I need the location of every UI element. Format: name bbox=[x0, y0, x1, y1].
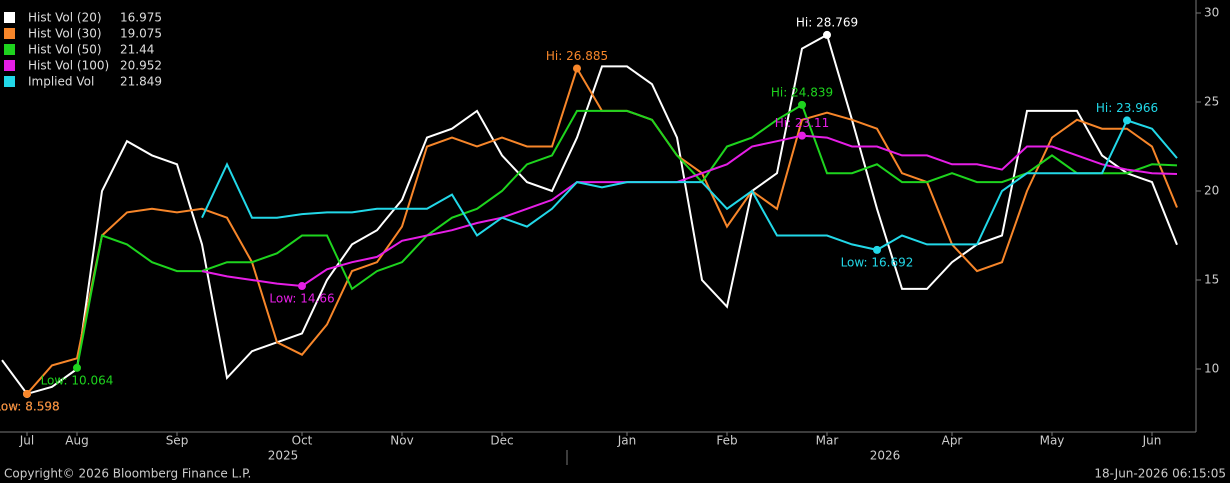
year-label: 2025 bbox=[268, 449, 299, 463]
annotation-high: Hi: 24.839 bbox=[771, 85, 833, 99]
x-tick-label: May bbox=[1040, 434, 1065, 448]
legend-value: 21.849 bbox=[120, 75, 162, 89]
y-tick-label: 25 bbox=[1204, 94, 1219, 108]
legend-swatch bbox=[4, 76, 15, 87]
x-tick-label: Mar bbox=[816, 434, 839, 448]
annotation-low: Low: 16.692 bbox=[841, 255, 914, 269]
legend-value: 16.975 bbox=[120, 11, 162, 25]
legend-label: Implied Vol bbox=[28, 75, 94, 89]
annotation-low: Low: 8.598 bbox=[0, 399, 60, 413]
legend-value: 20.952 bbox=[120, 59, 162, 73]
annotation-high: Hi: 23.11 bbox=[775, 116, 830, 130]
x-tick-label: Aug bbox=[65, 434, 88, 448]
y-tick-label: 20 bbox=[1204, 183, 1219, 197]
extreme-point bbox=[873, 245, 881, 254]
legend-swatch bbox=[4, 28, 15, 39]
y-tick-label: 15 bbox=[1204, 272, 1219, 286]
extreme-point bbox=[823, 30, 831, 39]
annotation-high: Hi: 23.966 bbox=[1096, 101, 1158, 115]
x-tick-label: Dec bbox=[490, 434, 513, 448]
y-tick-label: 30 bbox=[1204, 5, 1219, 19]
timestamp: 18-Jun-2026 06:15:05 bbox=[1094, 467, 1226, 481]
legend-swatch bbox=[4, 44, 15, 55]
extreme-point bbox=[1123, 116, 1131, 125]
series-line bbox=[1, 33, 1178, 396]
legend-swatch bbox=[4, 60, 15, 71]
legend-swatch bbox=[4, 12, 15, 23]
legend: Hist Vol (20) 16.975 Hist Vol (30) 19.075 Hi… bbox=[0, 8, 170, 92]
x-tick-label: Sep bbox=[166, 434, 189, 448]
extreme-point bbox=[573, 64, 581, 73]
copyright: Copyright© 2026 Bloomberg Finance L.P. bbox=[4, 467, 251, 481]
legend-box bbox=[0, 8, 170, 92]
annotation-high: Hi: 26.885 bbox=[546, 49, 608, 63]
legend-label: Hist Vol (100) bbox=[28, 59, 109, 73]
extreme-point bbox=[798, 131, 806, 140]
y-tick-label: 10 bbox=[1204, 361, 1219, 375]
series-line bbox=[76, 103, 1178, 368]
series-line bbox=[201, 119, 1178, 251]
x-tick-label: Jan bbox=[617, 434, 637, 448]
x-tick-label: Feb bbox=[716, 434, 737, 448]
extreme-point bbox=[298, 282, 306, 291]
extreme-point bbox=[73, 363, 81, 372]
x-tick-label: Jun bbox=[1142, 434, 1162, 448]
x-tick-label: Jul bbox=[19, 434, 34, 448]
extreme-point bbox=[798, 100, 806, 109]
legend-value: 21.44 bbox=[120, 43, 154, 57]
annotation-low: Low: 8.598 bbox=[0, 399, 60, 413]
x-tick-label: Apr bbox=[942, 434, 963, 448]
annotation-low: Low: 10.064 bbox=[41, 373, 114, 387]
legend-label: Hist Vol (50) bbox=[28, 43, 102, 57]
series-line bbox=[201, 134, 1178, 288]
annotation-high: Hi: 28.769 bbox=[796, 15, 858, 29]
x-tick-label: Nov bbox=[390, 434, 413, 448]
legend-label: Hist Vol (20) bbox=[28, 11, 102, 25]
year-label: 2026 bbox=[870, 449, 901, 463]
x-tick-label: Oct bbox=[292, 434, 313, 448]
annotation-low: Low: 14.66 bbox=[269, 292, 334, 306]
legend-label: Hist Vol (30) bbox=[28, 27, 102, 41]
extreme-point bbox=[23, 389, 31, 398]
legend-value: 19.075 bbox=[120, 27, 162, 41]
